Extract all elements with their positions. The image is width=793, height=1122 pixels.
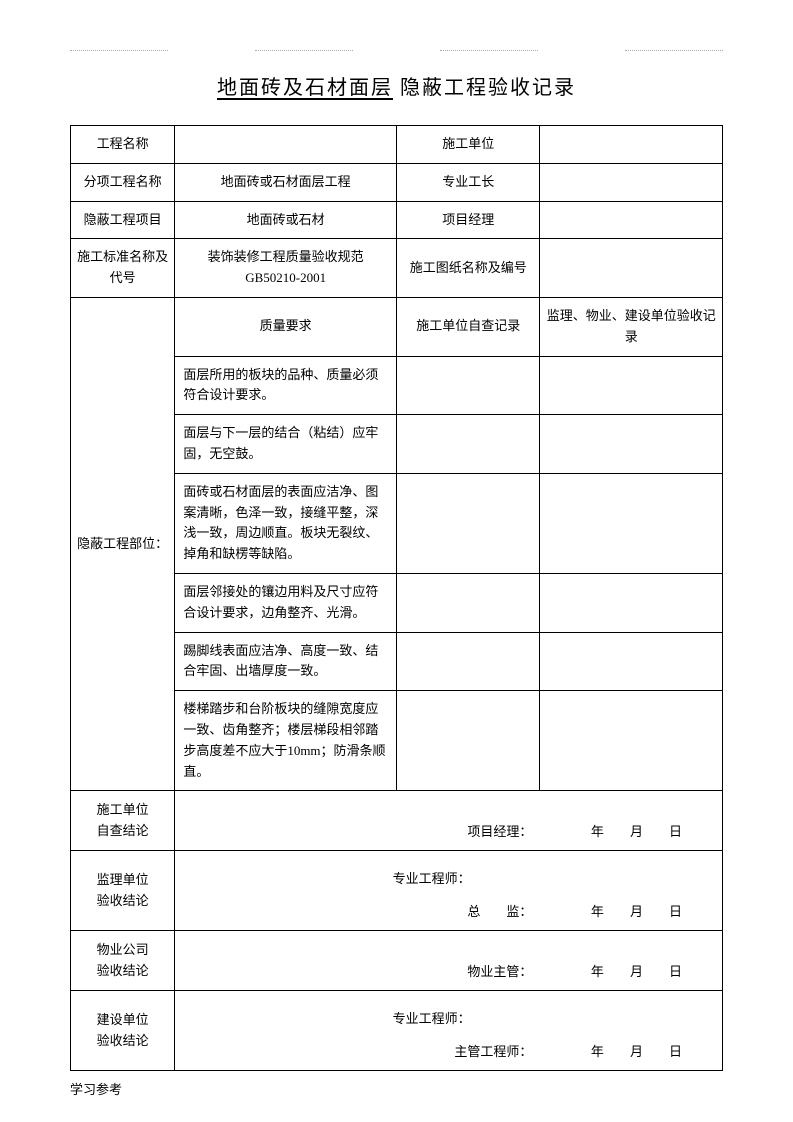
label-supervision-record: 监理、物业、建设单位验收记录 — [540, 297, 723, 356]
table-row: 隐蔽工程部位： 质量要求 施工单位自查记录 监理、物业、建设单位验收记录 — [71, 297, 723, 356]
label-self-check: 施工单位自查记录 — [396, 297, 539, 356]
table-row-signature: 监理单位 验收结论 专业工程师： 总 监： 年 月 日 — [71, 851, 723, 931]
requirement-4: 面层邻接处的镶边用料及尺寸应符合设计要求，边角整齐、光滑。 — [175, 573, 397, 632]
self-check-4 — [396, 573, 539, 632]
label-sub-project: 分项工程名称 — [71, 163, 175, 201]
label-project-manager: 项目经理 — [396, 201, 539, 239]
supervision-3 — [540, 473, 723, 573]
label-quality-req: 质量要求 — [175, 297, 397, 356]
value-standard: 装饰装修工程质量验收规范 GB50210-2001 — [175, 239, 397, 298]
self-check-6 — [396, 691, 539, 791]
label-hidden-parts: 隐蔽工程部位： — [71, 297, 175, 790]
label-construction-unit: 施工单位 — [396, 126, 539, 164]
title-part1: 地面砖及石材面层 — [217, 77, 393, 99]
requirement-6: 楼梯踏步和台阶板块的缝隙宽度应一致、齿角整齐；楼层梯段相邻踏步高度差不应大于10… — [175, 691, 397, 791]
acceptance-record-table: 工程名称 施工单位 分项工程名称 地面砖或石材面层工程 专业工长 隐蔽工程项目 … — [70, 125, 723, 1071]
label-supervision-conclusion: 监理单位 验收结论 — [71, 851, 175, 931]
signature-property: 物业主管： 年 月 日 — [175, 931, 723, 991]
table-row: 隐蔽工程项目 地面砖或石材 项目经理 — [71, 201, 723, 239]
supervision-4 — [540, 573, 723, 632]
requirement-2: 面层与下一层的结合（粘结）应牢固，无空鼓。 — [175, 415, 397, 474]
value-construction-unit — [540, 126, 723, 164]
table-row-signature: 建设单位 验收结论 专业工程师： 主管工程师： 年 月 日 — [71, 991, 723, 1071]
page-title: 地面砖及石材面层 隐蔽工程验收记录 — [70, 71, 723, 100]
self-check-1 — [396, 356, 539, 415]
value-foreman — [540, 163, 723, 201]
self-check-5 — [396, 632, 539, 691]
header-dotted-line — [70, 50, 723, 51]
label-construction-conclusion: 建设单位 验收结论 — [71, 991, 175, 1071]
value-drawing — [540, 239, 723, 298]
table-row-signature: 物业公司 验收结论 物业主管： 年 月 日 — [71, 931, 723, 991]
label-foreman: 专业工长 — [396, 163, 539, 201]
value-project-manager — [540, 201, 723, 239]
self-check-2 — [396, 415, 539, 474]
label-drawing: 施工图纸名称及编号 — [396, 239, 539, 298]
title-part2: 隐蔽工程验收记录 — [400, 77, 576, 99]
supervision-2 — [540, 415, 723, 474]
label-property-conclusion: 物业公司 验收结论 — [71, 931, 175, 991]
requirement-3: 面砖或石材面层的表面应洁净、图案清晰，色泽一致，接缝平整，深浅一致，周边顺直。板… — [175, 473, 397, 573]
value-sub-project: 地面砖或石材面层工程 — [175, 163, 397, 201]
value-hidden-item: 地面砖或石材 — [175, 201, 397, 239]
table-row-signature: 施工单位 自查结论 项目经理： 年 月 日 — [71, 791, 723, 851]
table-row: 工程名称 施工单位 — [71, 126, 723, 164]
supervision-5 — [540, 632, 723, 691]
label-hidden-item: 隐蔽工程项目 — [71, 201, 175, 239]
footer-text: 学习参考 — [70, 1079, 723, 1098]
label-project-name: 工程名称 — [71, 126, 175, 164]
requirement-1: 面层所用的板块的品种、质量必须符合设计要求。 — [175, 356, 397, 415]
signature-supervision: 专业工程师： 总 监： 年 月 日 — [175, 851, 723, 931]
supervision-6 — [540, 691, 723, 791]
signature-construction: 专业工程师： 主管工程师： 年 月 日 — [175, 991, 723, 1071]
signature-self-check: 项目经理： 年 月 日 — [175, 791, 723, 851]
requirement-5: 踢脚线表面应洁净、高度一致、结合牢固、出墙厚度一致。 — [175, 632, 397, 691]
label-self-conclusion: 施工单位 自查结论 — [71, 791, 175, 851]
value-project-name — [175, 126, 397, 164]
supervision-1 — [540, 356, 723, 415]
self-check-3 — [396, 473, 539, 573]
table-row: 施工标准名称及代号 装饰装修工程质量验收规范 GB50210-2001 施工图纸… — [71, 239, 723, 298]
table-row: 分项工程名称 地面砖或石材面层工程 专业工长 — [71, 163, 723, 201]
label-standard: 施工标准名称及代号 — [71, 239, 175, 298]
